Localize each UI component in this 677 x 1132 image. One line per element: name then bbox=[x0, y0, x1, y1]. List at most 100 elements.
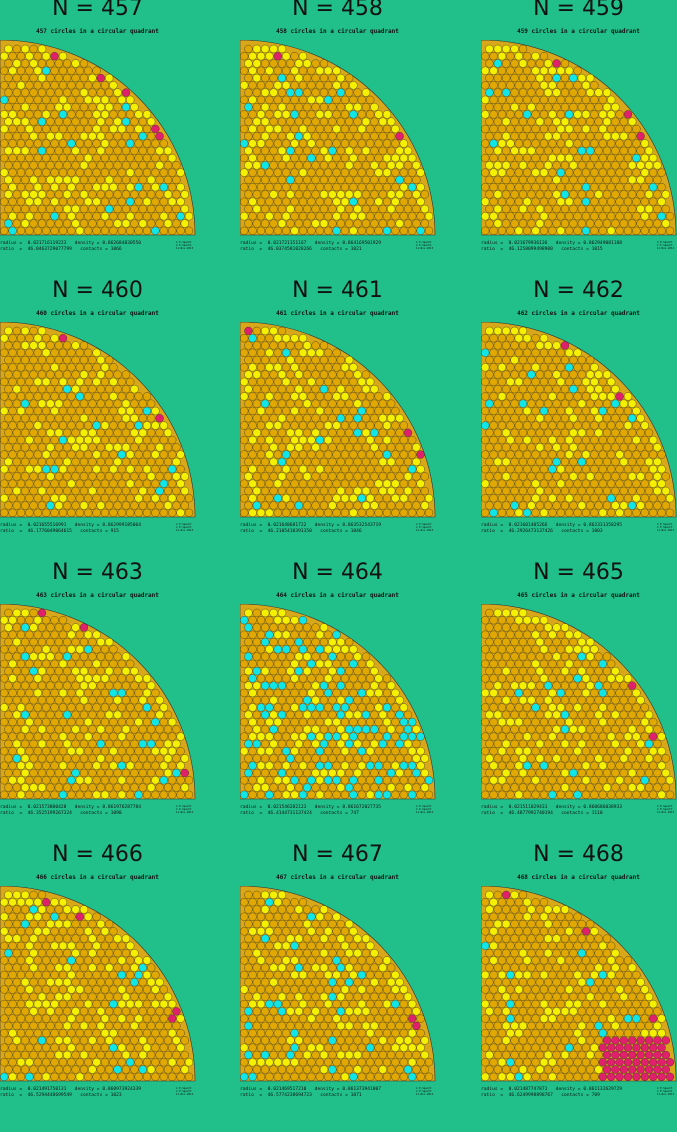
packed-circle bbox=[72, 906, 80, 914]
packed-circle bbox=[88, 487, 96, 495]
packed-circle bbox=[574, 674, 582, 682]
packed-circle bbox=[557, 96, 565, 104]
packed-circle bbox=[147, 784, 155, 792]
packed-circle bbox=[383, 791, 391, 799]
packed-circle bbox=[370, 472, 378, 480]
packed-circle bbox=[164, 443, 172, 451]
packed-circle bbox=[0, 140, 8, 148]
packed-circle bbox=[337, 502, 345, 510]
packed-circle bbox=[109, 154, 117, 162]
packed-circle bbox=[548, 407, 556, 415]
packed-circle bbox=[130, 487, 138, 495]
packed-circle bbox=[303, 205, 311, 213]
packed-circle bbox=[9, 986, 17, 994]
packed-circle bbox=[67, 776, 75, 784]
packed-circle bbox=[130, 696, 138, 704]
packed-circle bbox=[80, 638, 88, 646]
packed-circle bbox=[249, 645, 257, 653]
packed-circle bbox=[257, 1073, 265, 1081]
packed-circle bbox=[400, 183, 408, 191]
packed-circle bbox=[84, 645, 92, 653]
packed-circle bbox=[481, 52, 489, 60]
packed-circle bbox=[9, 733, 17, 741]
packed-circle bbox=[84, 451, 92, 459]
packed-circle bbox=[122, 487, 130, 495]
packed-circle bbox=[30, 327, 38, 335]
packed-circle bbox=[548, 349, 556, 357]
packed-circle bbox=[126, 791, 134, 799]
packed-circle bbox=[38, 740, 46, 748]
packed-circle bbox=[9, 465, 17, 473]
packed-circle bbox=[80, 1007, 88, 1015]
packed-circle bbox=[494, 638, 502, 646]
packed-circle bbox=[299, 718, 307, 726]
packed-circle bbox=[295, 400, 303, 408]
packed-circle bbox=[544, 725, 552, 733]
packing-panel: N = 457 457 circles in a circular quadra… bbox=[0, 4, 225, 286]
packed-circle bbox=[25, 1073, 33, 1081]
packed-circle bbox=[38, 443, 46, 451]
packed-circle bbox=[400, 718, 408, 726]
packed-circle bbox=[375, 494, 383, 502]
packed-circle bbox=[114, 161, 122, 169]
packed-circle bbox=[261, 342, 269, 350]
packed-circle bbox=[261, 458, 269, 466]
packed-circle bbox=[76, 776, 84, 784]
packed-circle bbox=[494, 89, 502, 97]
packed-circle bbox=[316, 436, 324, 444]
packed-circle bbox=[151, 169, 159, 177]
packed-circle bbox=[536, 400, 544, 408]
packed-circle bbox=[498, 96, 506, 104]
packed-circle bbox=[599, 762, 607, 770]
packed-circle bbox=[337, 205, 345, 213]
packed-circle bbox=[582, 704, 590, 712]
packed-circle bbox=[38, 682, 46, 690]
packed-circle bbox=[274, 631, 282, 639]
packed-circle bbox=[303, 190, 311, 198]
packed-circle bbox=[540, 422, 548, 430]
radius-line: radius = 0.021511029431 density = 0.8606… bbox=[481, 805, 622, 810]
packed-circle bbox=[574, 363, 582, 371]
packed-circle bbox=[603, 711, 611, 719]
packed-circle bbox=[21, 1007, 29, 1015]
packed-circle bbox=[383, 154, 391, 162]
packed-circle bbox=[84, 1029, 92, 1037]
packed-circle bbox=[565, 509, 573, 517]
packed-circle bbox=[143, 704, 151, 712]
packed-circle bbox=[383, 183, 391, 191]
radius-line: radius = 0.021546282123 density = 0.8616… bbox=[240, 805, 381, 810]
packed-circle bbox=[25, 956, 33, 964]
packed-circle bbox=[569, 385, 577, 393]
packed-circle bbox=[76, 451, 84, 459]
packed-circle bbox=[51, 660, 59, 668]
packed-circle bbox=[366, 110, 374, 118]
packed-circle bbox=[578, 161, 586, 169]
packed-circle bbox=[632, 776, 640, 784]
packed-circle bbox=[76, 96, 84, 104]
packed-circle bbox=[265, 631, 273, 639]
packed-circle bbox=[63, 400, 71, 408]
packed-circle bbox=[498, 776, 506, 784]
packed-circle bbox=[561, 342, 569, 350]
packed-circle bbox=[291, 349, 299, 357]
packed-circle bbox=[299, 704, 307, 712]
packed-circle bbox=[270, 1036, 278, 1044]
packed-circle bbox=[485, 443, 493, 451]
packed-circle bbox=[565, 631, 573, 639]
packed-circle bbox=[540, 334, 548, 342]
packed-circle bbox=[9, 81, 17, 89]
packed-circle bbox=[67, 762, 75, 770]
packed-circle bbox=[565, 140, 573, 148]
packed-circle bbox=[408, 791, 416, 799]
packed-circle bbox=[303, 696, 311, 704]
packed-circle bbox=[611, 220, 619, 228]
packed-circle bbox=[590, 198, 598, 206]
packed-circle bbox=[611, 176, 619, 184]
packed-circle bbox=[0, 154, 8, 162]
packed-circle bbox=[42, 942, 50, 950]
packed-circle bbox=[9, 198, 17, 206]
packed-circle bbox=[506, 762, 514, 770]
packed-circle bbox=[553, 443, 561, 451]
packed-circle bbox=[160, 1044, 168, 1052]
packed-circle bbox=[67, 971, 75, 979]
